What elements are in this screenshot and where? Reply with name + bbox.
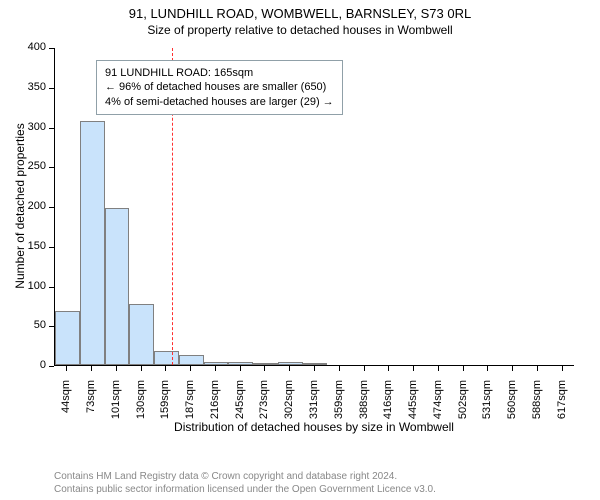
- histogram-bar: [80, 121, 105, 365]
- y-tick-label: 250: [28, 160, 46, 172]
- x-tick-mark: [91, 366, 92, 371]
- x-tick-mark: [562, 366, 563, 371]
- y-tick-label: 300: [28, 121, 46, 133]
- x-tick-label: 502sqm: [457, 380, 469, 480]
- x-tick-label: 416sqm: [382, 380, 394, 480]
- x-tick-mark: [289, 366, 290, 371]
- y-tick-mark: [49, 128, 54, 129]
- x-tick-mark: [463, 366, 464, 371]
- x-tick-label: 617sqm: [556, 380, 568, 480]
- x-tick-mark: [487, 366, 488, 371]
- x-tick-label: 531sqm: [481, 380, 493, 480]
- histogram-bar: [105, 208, 130, 365]
- x-tick-mark: [141, 366, 142, 371]
- histogram-bar: [204, 362, 229, 365]
- x-tick-mark: [264, 366, 265, 371]
- x-tick-mark: [314, 366, 315, 371]
- x-tick-label: 331sqm: [308, 380, 320, 480]
- y-axis-label: Number of detached properties: [13, 106, 27, 306]
- x-tick-mark: [215, 366, 216, 371]
- attribution-line-2: Contains public sector information licen…: [54, 484, 436, 497]
- y-tick-label: 0: [40, 359, 46, 371]
- callout-box: 91 LUNDHILL ROAD: 165sqm ← 96% of detach…: [96, 60, 343, 115]
- y-tick-label: 400: [28, 41, 46, 53]
- histogram-bar: [129, 304, 154, 365]
- x-tick-mark: [438, 366, 439, 371]
- y-tick-label: 200: [28, 200, 46, 212]
- x-tick-mark: [413, 366, 414, 371]
- histogram-bar: [55, 311, 80, 365]
- y-tick-mark: [49, 48, 54, 49]
- y-tick-mark: [49, 287, 54, 288]
- x-tick-mark: [388, 366, 389, 371]
- x-tick-mark: [165, 366, 166, 371]
- x-tick-label: 187sqm: [184, 380, 196, 480]
- y-tick-mark: [49, 247, 54, 248]
- y-tick-mark: [49, 167, 54, 168]
- x-tick-label: 560sqm: [506, 380, 518, 480]
- x-tick-mark: [364, 366, 365, 371]
- x-tick-label: 388sqm: [358, 380, 370, 480]
- histogram-bar: [303, 363, 328, 365]
- x-tick-mark: [190, 366, 191, 371]
- histogram-bar: [228, 362, 253, 365]
- x-tick-mark: [66, 366, 67, 371]
- callout-line-2: ← 96% of detached houses are smaller (65…: [105, 80, 334, 94]
- y-tick-mark: [49, 366, 54, 367]
- histogram-bar: [179, 355, 204, 365]
- y-tick-label: 150: [28, 240, 46, 252]
- y-tick-label: 100: [28, 280, 46, 292]
- title-main: 91, LUNDHILL ROAD, WOMBWELL, BARNSLEY, S…: [0, 0, 600, 21]
- x-tick-mark: [537, 366, 538, 371]
- histogram-bar: [253, 363, 278, 365]
- x-tick-label: 273sqm: [258, 380, 270, 480]
- callout-line-3: 4% of semi-detached houses are larger (2…: [105, 95, 334, 109]
- x-tick-mark: [339, 366, 340, 371]
- y-tick-mark: [49, 88, 54, 89]
- x-tick-label: 44sqm: [60, 380, 72, 480]
- y-tick-label: 350: [28, 81, 46, 93]
- x-tick-mark: [240, 366, 241, 371]
- x-tick-label: 130sqm: [135, 380, 147, 480]
- histogram-bar: [278, 362, 303, 365]
- x-tick-label: 245sqm: [234, 380, 246, 480]
- x-tick-label: 216sqm: [209, 380, 221, 480]
- x-tick-label: 73sqm: [85, 380, 97, 480]
- x-tick-label: 588sqm: [531, 380, 543, 480]
- callout-line-1: 91 LUNDHILL ROAD: 165sqm: [105, 66, 334, 80]
- x-tick-label: 159sqm: [159, 380, 171, 480]
- x-tick-label: 359sqm: [333, 380, 345, 480]
- x-tick-mark: [116, 366, 117, 371]
- x-tick-mark: [512, 366, 513, 371]
- y-tick-mark: [49, 326, 54, 327]
- x-tick-label: 474sqm: [432, 380, 444, 480]
- y-tick-mark: [49, 207, 54, 208]
- x-tick-label: 445sqm: [407, 380, 419, 480]
- histogram-bar: [154, 351, 179, 365]
- y-tick-label: 50: [34, 319, 46, 331]
- title-sub: Size of property relative to detached ho…: [0, 21, 600, 37]
- x-tick-label: 101sqm: [110, 380, 122, 480]
- x-tick-label: 302sqm: [283, 380, 295, 480]
